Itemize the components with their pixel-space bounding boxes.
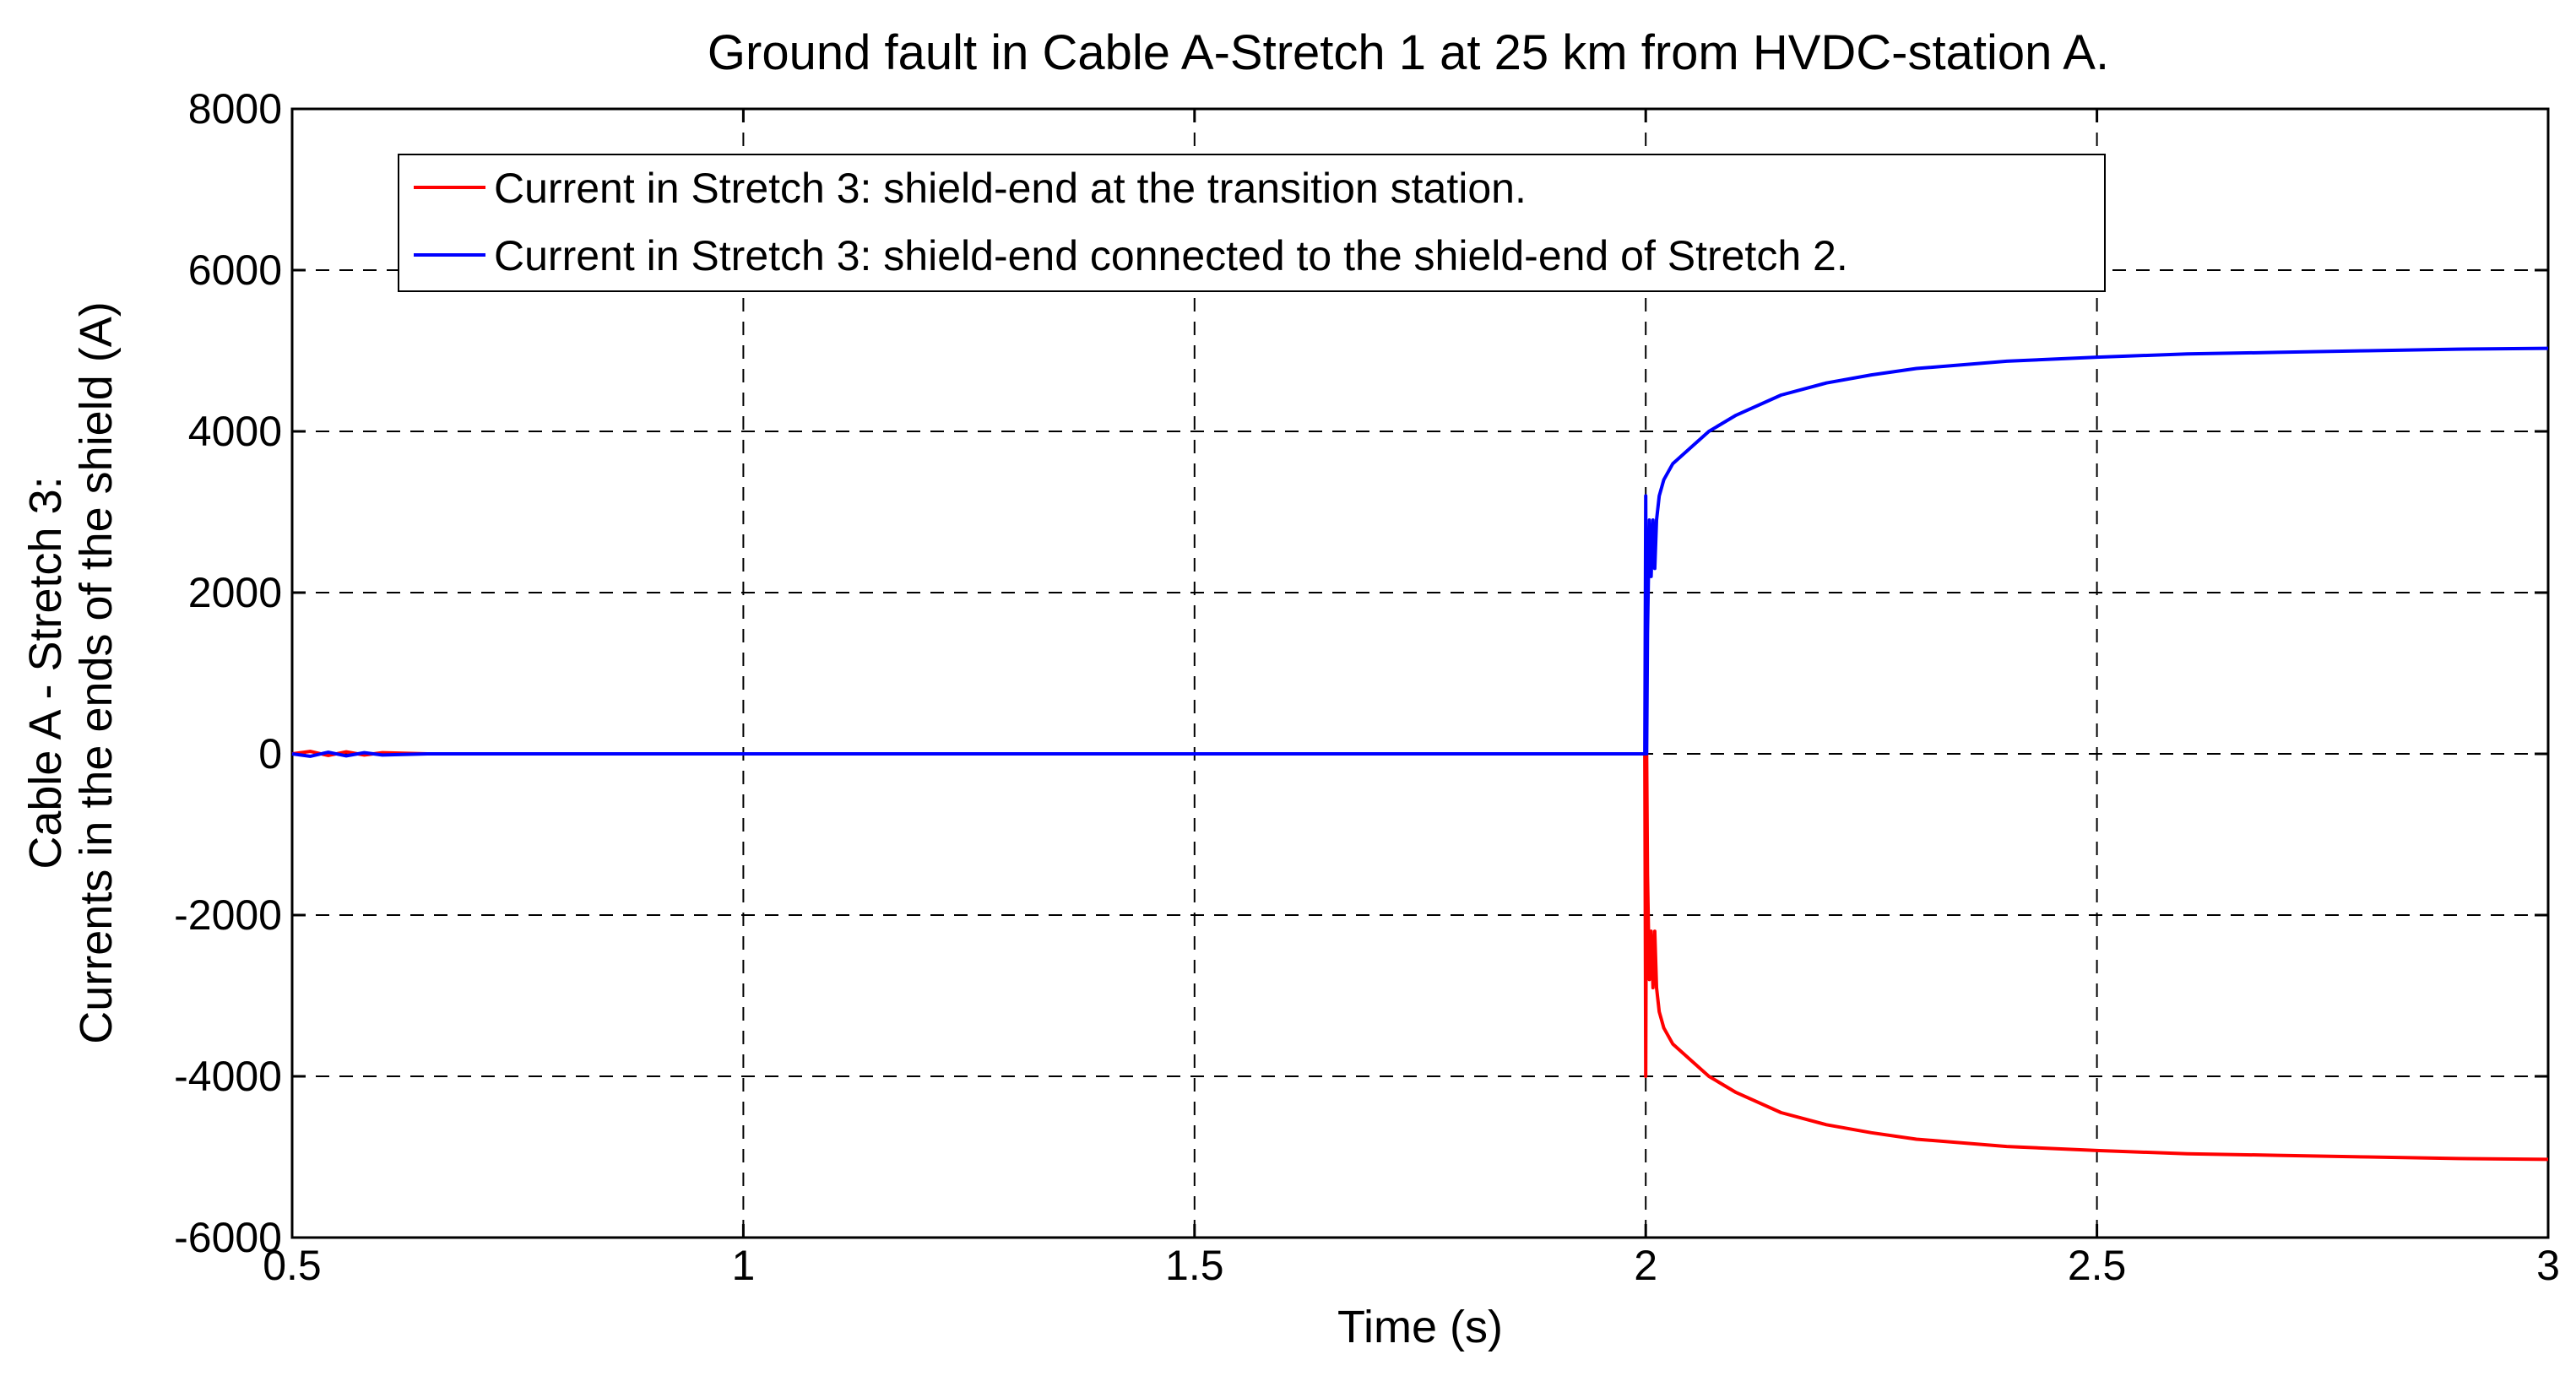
y-axis-label-line2: Currents in the ends of the shield (A) xyxy=(71,301,122,1043)
legend-label-series-1: Current in Stretch 3: shield-end at the … xyxy=(494,165,1527,212)
y-tick-label: 0 xyxy=(258,730,282,777)
y-tick-label: -2000 xyxy=(174,891,282,939)
legend-box xyxy=(398,154,2106,292)
y-tick-label: 4000 xyxy=(188,408,282,455)
legend: Current in Stretch 3: shield-end at the … xyxy=(398,154,2106,292)
axis-ticks xyxy=(290,107,2550,1239)
x-tick-label: 3 xyxy=(2536,1242,2560,1289)
x-tick-label: 2.5 xyxy=(2068,1242,2127,1289)
x-tick-labels: 0.5 1 1.5 2 2.5 3 xyxy=(263,1242,2560,1289)
series-line-1 xyxy=(291,750,2549,1162)
y-tick-label: -4000 xyxy=(174,1053,282,1100)
series-line-2 xyxy=(291,346,2549,758)
series-lines xyxy=(291,346,2549,1162)
chart-title: Ground fault in Cable A-Stretch 1 at 25 … xyxy=(708,25,2109,80)
y-tick-labels: -6000 -4000 -2000 0 2000 4000 6000 8000 xyxy=(174,85,282,1261)
x-tick-label: 1 xyxy=(731,1242,755,1289)
y-tick-label: -6000 xyxy=(174,1214,282,1261)
x-axis-label: Time (s) xyxy=(1337,1302,1503,1352)
y-tick-label: 8000 xyxy=(188,85,282,133)
x-tick-label: 1.5 xyxy=(1165,1242,1224,1289)
x-tick-label: 2 xyxy=(1634,1242,1657,1289)
plot-area xyxy=(290,107,2550,1239)
legend-label-series-2: Current in Stretch 3: shield-end connect… xyxy=(494,232,1848,279)
grid xyxy=(292,109,2548,1238)
x-tick-label: 0.5 xyxy=(263,1242,322,1289)
y-tick-label: 6000 xyxy=(188,246,282,294)
y-axis-label-line1: Cable A - Stretch 3: xyxy=(20,476,71,869)
y-tick-label: 2000 xyxy=(188,569,282,616)
